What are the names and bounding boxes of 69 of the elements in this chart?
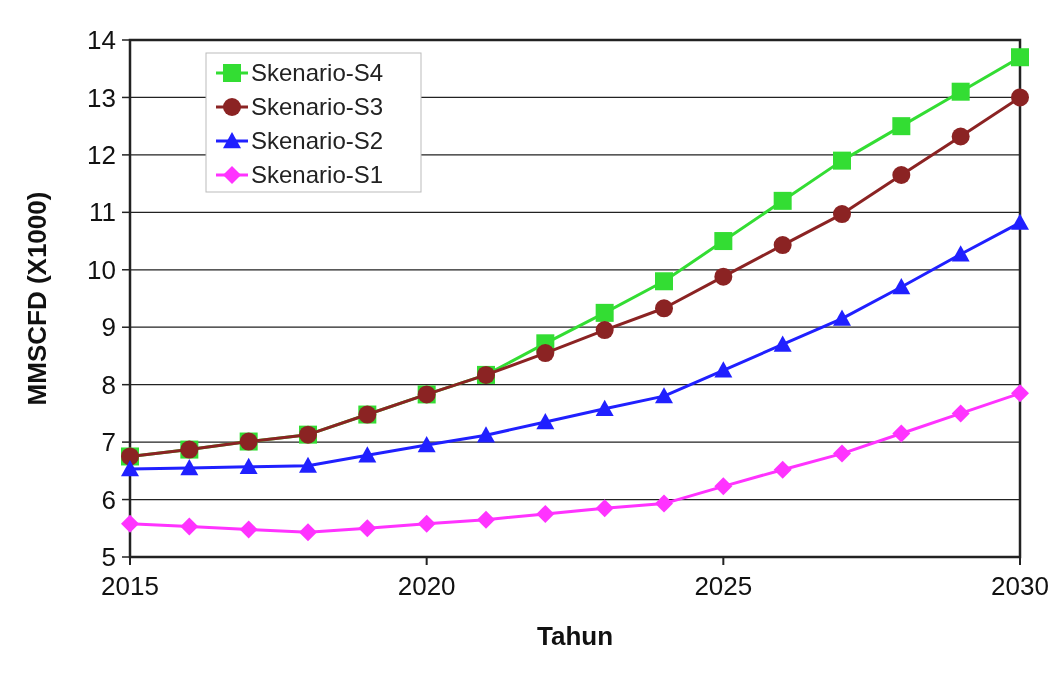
x-tick-label: 2015 [101, 571, 159, 601]
point [773, 460, 792, 479]
point [655, 494, 673, 513]
point [951, 82, 970, 101]
point [773, 191, 792, 210]
point [951, 404, 970, 423]
point [417, 514, 436, 533]
point [1011, 213, 1029, 230]
point [536, 413, 555, 430]
point [655, 299, 673, 318]
point [417, 435, 436, 453]
point [833, 444, 851, 463]
point [299, 456, 317, 473]
point [536, 344, 555, 363]
point [892, 424, 911, 443]
point [1011, 48, 1029, 67]
point [121, 460, 139, 477]
legend-label: Skenario-S4 [251, 59, 384, 86]
x-tick-label: 2030 [991, 571, 1049, 601]
point [477, 426, 495, 443]
point [239, 457, 258, 475]
point [1011, 384, 1029, 403]
y-tick-label: 9 [101, 312, 116, 343]
y-tick-label: 7 [101, 427, 116, 458]
point [714, 267, 733, 286]
y-tick-label: 11 [89, 197, 116, 228]
point [833, 309, 851, 326]
point [773, 335, 792, 352]
point [595, 399, 614, 416]
point [714, 477, 733, 496]
point [714, 232, 733, 251]
point [773, 236, 792, 255]
x-axis-title: Tahun [536, 621, 614, 651]
point [477, 510, 495, 529]
point [1011, 88, 1029, 107]
point [595, 321, 614, 340]
point [833, 205, 851, 224]
point [714, 361, 733, 378]
x-tick-label: 2020 [397, 571, 456, 601]
point [358, 519, 377, 538]
point [180, 458, 199, 476]
x-tick-label: 2025 [694, 571, 753, 601]
point [595, 499, 614, 518]
legend-label: Skenario-S3 [251, 93, 384, 120]
y-tick-label: 12 [87, 139, 116, 170]
y-axis-title: MMSCFD (X1000) [22, 191, 52, 406]
y-tick-label: 8 [101, 369, 116, 400]
point [892, 278, 911, 295]
y-tick-label: 5 [101, 542, 116, 573]
point [833, 151, 851, 170]
point [951, 245, 970, 262]
point [655, 272, 673, 291]
y-tick-label: 13 [87, 82, 116, 113]
point [536, 504, 555, 523]
legend-label: Skenario-S1 [251, 161, 384, 188]
point [121, 514, 139, 533]
point [358, 446, 377, 463]
y-tick-label: 14 [87, 25, 116, 56]
point [892, 117, 911, 136]
point [951, 127, 970, 146]
point [892, 165, 911, 184]
legend-label: Skenario-S2 [251, 127, 384, 154]
y-tick-label: 10 [87, 254, 116, 285]
point [299, 523, 317, 542]
point [595, 303, 614, 322]
point [655, 387, 673, 404]
point [180, 517, 199, 536]
point [239, 520, 258, 539]
y-tick-label: 6 [101, 484, 116, 515]
